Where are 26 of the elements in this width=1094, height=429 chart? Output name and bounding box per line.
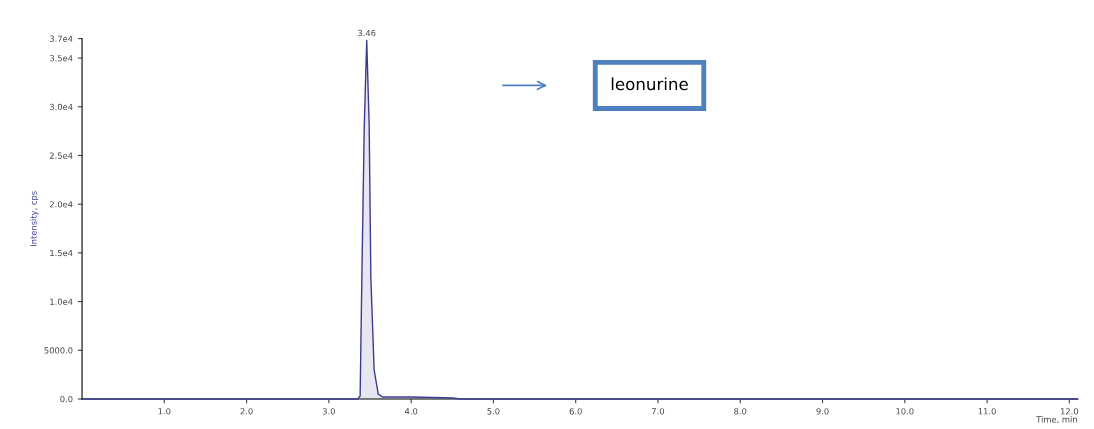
x-tick-label: 9.0 (816, 408, 829, 415)
x-tick-label: 6.0 (569, 408, 582, 415)
line-series (81, 39, 1079, 400)
x-tick-label: 4.0 (404, 408, 418, 415)
x-tick-label: 3.0 (322, 408, 335, 415)
y-tick-label: 2.5e4 (49, 152, 73, 159)
y-tick-label: 3.7e4 (49, 35, 73, 42)
y-tick-label: 1.0e4 (50, 298, 73, 305)
x-tick-label: 2.0 (240, 408, 253, 415)
x-tick-label: 10.0 (896, 408, 914, 415)
x-tick-label: 7.0 (652, 408, 665, 415)
x-tick-label: 1.0 (158, 408, 171, 415)
y-tick-label: 0.0 (60, 395, 73, 403)
annotation: 3.46 (358, 29, 376, 37)
x-axis-title: Time, min (1036, 416, 1077, 424)
y-tick-label: 2.0e4 (49, 201, 73, 208)
y-tick-label: 3.5e4 (49, 55, 73, 62)
y-tick-label: 3.0e4 (49, 103, 73, 111)
annotation: leonurine (611, 77, 688, 91)
x-tick-label: 5.0 (487, 408, 500, 415)
y-axis-title: Intensity, cps (30, 191, 39, 246)
x-tick-label: 12.0 (1061, 408, 1079, 415)
x-tick-label: 11.0 (978, 408, 996, 415)
y-tick-label: 5000.0 (44, 347, 73, 354)
y-tick-label: 1.5e4 (50, 249, 73, 257)
x-tick-label: 8.0 (734, 408, 747, 415)
